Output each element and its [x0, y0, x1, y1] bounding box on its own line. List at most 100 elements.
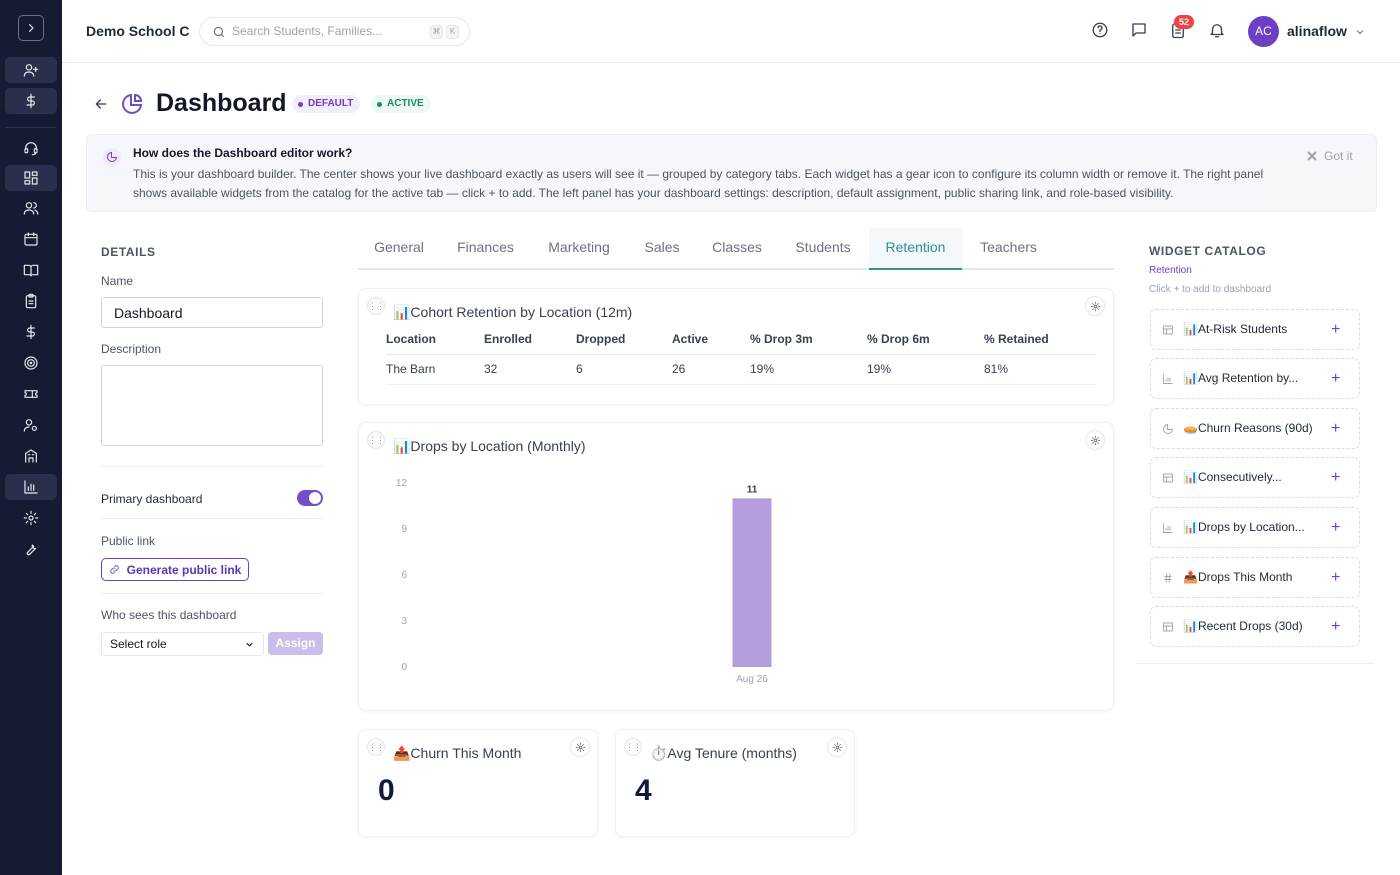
- username[interactable]: alinaflow: [1287, 23, 1347, 39]
- catalog-title: WIDGET CATALOG: [1149, 244, 1267, 258]
- catalog-item-label: 📊Avg Retention by...: [1183, 371, 1299, 385]
- dismiss-info-button[interactable]: Got it: [1307, 149, 1353, 163]
- cohort-table: Location Enrolled Dropped Active % Drop …: [386, 324, 1096, 385]
- role-select[interactable]: Select role: [101, 632, 264, 656]
- sidebar-expand-button[interactable]: [18, 15, 44, 41]
- catalog-item[interactable]: 🥧Churn Reasons (90d) +: [1150, 408, 1360, 449]
- sidebar-item-billing[interactable]: [5, 319, 57, 345]
- kpi-value: 4: [635, 774, 652, 807]
- description-field[interactable]: [101, 365, 323, 446]
- add-user-button[interactable]: [5, 57, 57, 83]
- notifications-button[interactable]: [1208, 21, 1228, 41]
- tab-general[interactable]: General: [374, 239, 424, 255]
- role-select-value: Select role: [110, 637, 167, 651]
- description-label: Description: [101, 342, 162, 356]
- back-button[interactable]: [93, 96, 109, 112]
- drag-handle-icon[interactable]: ⋮⋮: [367, 431, 385, 449]
- quick-payment-button[interactable]: [5, 88, 57, 114]
- table-cell: 26: [672, 354, 750, 385]
- drag-handle-icon[interactable]: ⋮⋮: [367, 297, 385, 315]
- catalog-item-label: 📤Drops This Month: [1183, 570, 1293, 584]
- widget-settings-button[interactable]: [570, 737, 590, 757]
- sidebar-item-locations[interactable]: [5, 443, 57, 469]
- generate-link-label: Generate public link: [126, 562, 242, 577]
- sidebar-item-settings[interactable]: [5, 505, 57, 531]
- catalog-item[interactable]: 📤Drops This Month +: [1150, 557, 1360, 598]
- add-widget-button[interactable]: +: [1331, 321, 1341, 338]
- avatar[interactable]: AC: [1248, 16, 1279, 47]
- sidebar-item-classes[interactable]: [5, 257, 57, 283]
- catalog-item[interactable]: 📊Drops by Location... +: [1150, 507, 1360, 548]
- catalog-item[interactable]: 📊Avg Retention by... +: [1150, 358, 1360, 399]
- notification-count-badge: 52: [1174, 15, 1194, 29]
- add-widget-button[interactable]: +: [1331, 469, 1341, 486]
- catalog-divider: [1137, 663, 1374, 664]
- drops-bar-chart: 0 3 6 9 12 11 Aug 26: [396, 478, 772, 685]
- category-tabs: General Finances Marketing Sales Classes…: [358, 228, 1114, 270]
- shortcut-key-k: K: [446, 25, 459, 39]
- catalog-item[interactable]: 📊Consecutively... +: [1150, 457, 1360, 498]
- messages-button[interactable]: [1130, 21, 1150, 41]
- help-button[interactable]: [1091, 21, 1111, 41]
- widget-settings-button[interactable]: [1085, 296, 1105, 316]
- catalog-item[interactable]: 📊At-Risk Students +: [1150, 309, 1360, 350]
- add-widget-button[interactable]: +: [1331, 519, 1341, 536]
- drag-handle-icon[interactable]: ⋮⋮: [367, 738, 385, 756]
- name-field[interactable]: [101, 297, 323, 328]
- add-widget-button[interactable]: +: [1331, 569, 1341, 586]
- sidebar-item-users[interactable]: [5, 195, 57, 221]
- tab-teachers[interactable]: Teachers: [980, 239, 1037, 255]
- name-label: Name: [101, 274, 134, 288]
- sidebar-item-goals[interactable]: [5, 350, 57, 376]
- tab-retention[interactable]: Retention: [869, 228, 962, 270]
- sidebar-item-dashboards[interactable]: [5, 165, 57, 191]
- tab-classes[interactable]: Classes: [712, 239, 762, 255]
- add-widget-button[interactable]: +: [1331, 618, 1341, 635]
- info-body: This is your dashboard builder. The cent…: [133, 167, 1264, 200]
- active-badge: ACTIVE: [371, 95, 431, 113]
- catalog-item[interactable]: 📊Recent Drops (30d) +: [1150, 606, 1360, 647]
- sidebar-item-tasks[interactable]: [5, 288, 57, 314]
- drag-handle-icon[interactable]: ⋮⋮: [624, 738, 642, 756]
- widget-cohort-retention: ⋮⋮ 📊Cohort Retention by Location (12m) L…: [358, 288, 1114, 405]
- bar-chart-icon: [1162, 521, 1174, 533]
- column-header: Location: [386, 324, 484, 355]
- sidebar-item-support[interactable]: [5, 135, 57, 161]
- visibility-label: Who sees this dashboard: [101, 608, 237, 622]
- school-name[interactable]: Demo School C: [86, 23, 190, 39]
- tab-marketing[interactable]: Marketing: [548, 239, 610, 255]
- catalog-hint: Click + to add to dashboard: [1149, 284, 1272, 295]
- tab-finances[interactable]: Finances: [457, 239, 514, 255]
- sidebar-item-calendar[interactable]: [5, 226, 57, 252]
- book-icon: [23, 264, 39, 277]
- public-link-label: Public link: [101, 534, 156, 548]
- widget-settings-button[interactable]: [827, 737, 847, 757]
- users-icon: [23, 202, 39, 215]
- sidebar-item-staff[interactable]: [5, 412, 57, 438]
- sidebar-item-reports[interactable]: [5, 474, 57, 500]
- table-icon: [1162, 471, 1174, 483]
- table-cell: 32: [484, 354, 576, 385]
- page-title: Dashboard: [156, 89, 287, 117]
- search-input[interactable]: [232, 24, 382, 38]
- search-box[interactable]: ⌘ K: [199, 17, 470, 46]
- catalog-item-label: 📊At-Risk Students: [1183, 322, 1288, 336]
- table-header-row: Location Enrolled Dropped Active % Drop …: [386, 324, 1096, 355]
- generate-public-link-button[interactable]: Generate public link: [101, 558, 249, 581]
- add-widget-button[interactable]: +: [1331, 370, 1341, 387]
- add-widget-button[interactable]: +: [1331, 420, 1341, 437]
- tab-sales[interactable]: Sales: [644, 239, 680, 255]
- table-cell: 19%: [867, 354, 984, 385]
- sidebar-item-passes[interactable]: [5, 381, 57, 407]
- tab-students[interactable]: Students: [795, 239, 851, 255]
- widget-settings-button[interactable]: [1085, 430, 1105, 450]
- close-icon: [1307, 151, 1317, 161]
- sidebar-item-tools[interactable]: [5, 536, 57, 562]
- kpi-value: 0: [378, 774, 395, 807]
- primary-dashboard-label: Primary dashboard: [101, 492, 203, 506]
- headset-icon: [24, 142, 38, 156]
- assign-button[interactable]: Assign: [268, 632, 323, 655]
- primary-dashboard-toggle[interactable]: [297, 490, 323, 506]
- chart-bar: [732, 498, 772, 667]
- user-menu-toggle[interactable]: [1354, 25, 1366, 37]
